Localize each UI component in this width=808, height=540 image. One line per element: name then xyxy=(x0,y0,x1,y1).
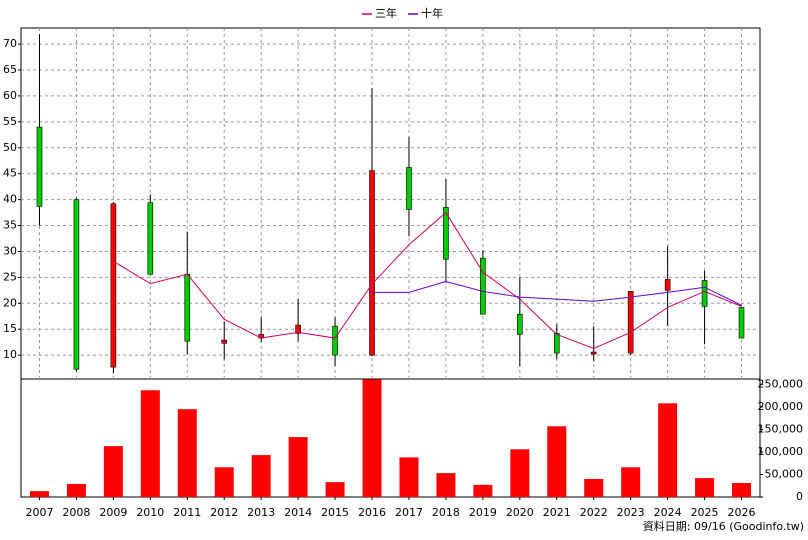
x-tick-label: 2021 xyxy=(543,506,571,519)
x-tick-label: 2019 xyxy=(469,506,497,519)
y-tick-label: 50 xyxy=(3,141,17,154)
candle-body xyxy=(73,199,80,370)
y2-tick-label: 100,000 xyxy=(758,445,804,458)
y2-tick-label: 50,000 xyxy=(765,467,804,480)
x-tick-label: 2007 xyxy=(25,506,53,519)
volume-bar xyxy=(29,491,49,497)
x-tick-label: 2014 xyxy=(284,506,312,519)
volume-bar xyxy=(214,467,234,497)
candle-body xyxy=(590,351,597,355)
candle-body xyxy=(36,126,43,207)
y-tick-label: 15 xyxy=(3,322,17,335)
candle-body xyxy=(517,313,523,335)
candle-body xyxy=(406,167,412,210)
candle-body xyxy=(110,203,117,368)
x-tick-label: 2009 xyxy=(99,506,127,519)
y2-tick-label: 250,000 xyxy=(758,377,804,390)
x-tick-label: 2013 xyxy=(247,506,275,519)
y-tick-label: 30 xyxy=(3,244,17,257)
x-tick-label: 2018 xyxy=(432,506,460,519)
y-tick-label: 10 xyxy=(3,348,17,361)
candle-body xyxy=(295,324,301,334)
x-tick-label: 2024 xyxy=(654,506,682,519)
volume-bar xyxy=(732,483,752,497)
line-series xyxy=(372,281,742,306)
x-tick-label: 2010 xyxy=(136,506,164,519)
y-tick-label: 65 xyxy=(3,63,17,76)
x-tick-label: 2026 xyxy=(728,506,756,519)
volume-bar xyxy=(695,478,715,497)
y-tick-label: 45 xyxy=(3,167,17,180)
x-tick-label: 2008 xyxy=(62,506,90,519)
volume-bar xyxy=(362,379,382,497)
y-tick-label: 60 xyxy=(3,89,17,102)
candle-body xyxy=(480,257,486,315)
candle-body xyxy=(332,325,338,356)
volume-bar xyxy=(473,484,493,497)
volume-bar xyxy=(140,390,160,497)
volume-bar xyxy=(103,446,123,497)
volume-bar xyxy=(399,457,419,497)
legend-label: 三年 xyxy=(375,6,397,20)
volume-bar xyxy=(66,483,86,497)
volume-bar xyxy=(288,437,308,497)
volume-panel xyxy=(20,378,761,498)
x-tick-label: 2012 xyxy=(210,506,238,519)
volume-bar xyxy=(584,478,604,497)
y2-tick-label: 0 xyxy=(796,490,803,503)
x-tick-label: 2023 xyxy=(617,506,645,519)
line-series xyxy=(113,211,742,349)
volume-bar xyxy=(510,449,530,497)
y-tick-label: 20 xyxy=(3,296,17,309)
y-tick-label: 35 xyxy=(3,219,17,232)
volume-bar xyxy=(177,409,197,497)
legend-label: 十年 xyxy=(421,6,443,20)
y-tick-label: 40 xyxy=(3,193,17,206)
candle-body xyxy=(369,170,375,356)
y-tick-label: 25 xyxy=(3,270,17,283)
volume-bar xyxy=(251,455,271,497)
candle-body xyxy=(738,307,745,339)
x-tick-label: 2025 xyxy=(691,506,719,519)
volume-bar xyxy=(436,473,456,497)
footer: 資料日期: 09/16 (Goodinfo.tw) xyxy=(643,519,804,533)
candle-body xyxy=(627,291,634,354)
candle-body xyxy=(664,279,671,291)
x-tick-label: 2016 xyxy=(358,506,386,519)
candle-body xyxy=(221,339,228,344)
volume-bar xyxy=(621,467,641,497)
x-tick-label: 2015 xyxy=(321,506,349,519)
y2-tick-label: 200,000 xyxy=(758,400,804,413)
x-tick-label: 2017 xyxy=(395,506,423,519)
x-tick-label: 2022 xyxy=(580,506,608,519)
candle-body xyxy=(147,202,154,275)
price-panel xyxy=(20,27,761,380)
x-tick-label: 2011 xyxy=(173,506,201,519)
volume-bar xyxy=(547,426,567,497)
y-tick-label: 70 xyxy=(3,37,17,50)
x-tick-label: 2020 xyxy=(506,506,534,519)
candle-body xyxy=(553,333,560,354)
candle-body xyxy=(701,280,708,307)
volume-bar xyxy=(325,482,345,497)
candle-body xyxy=(443,207,449,260)
y2-tick-label: 150,000 xyxy=(758,422,804,435)
volume-bar xyxy=(658,403,678,497)
y-tick-label: 55 xyxy=(3,115,17,128)
candle-body xyxy=(184,273,191,342)
